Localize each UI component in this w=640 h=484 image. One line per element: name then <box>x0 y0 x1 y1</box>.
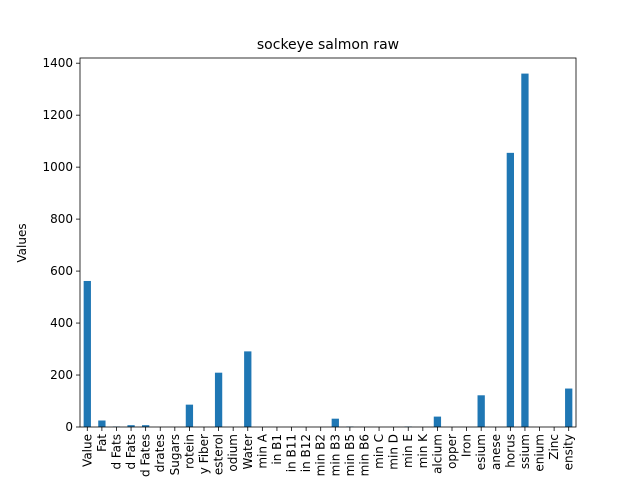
x-tick-label: min B5 <box>343 434 357 476</box>
x-tick-label: min K <box>416 433 430 468</box>
y-tick-label: 1400 <box>42 56 73 70</box>
y-axis: 0 200 400 600 800 1000 1200 1400 <box>42 56 80 434</box>
bar <box>214 372 223 427</box>
bar <box>127 425 135 427</box>
x-tick-label: min B6 <box>357 434 371 476</box>
x-tick-label: y Fiber <box>197 434 211 474</box>
y-tick-label: 800 <box>50 212 73 226</box>
x-tick-label: in B12 <box>299 434 313 472</box>
x-tick-label: in B1 <box>270 434 284 465</box>
x-tick-label: ensity <box>562 434 576 470</box>
x-tick-label: Value <box>80 434 94 467</box>
bar <box>244 351 252 427</box>
bar <box>83 280 91 427</box>
y-tick-label: 1000 <box>42 160 73 174</box>
x-tick-label: Water <box>241 434 255 470</box>
bar <box>98 420 106 427</box>
x-tick-label: Zinc <box>547 434 561 460</box>
bar <box>565 388 573 427</box>
x-tick-label: horus <box>503 434 517 468</box>
x-tick-label: Sugars <box>168 434 182 475</box>
x-tick-label: in B11 <box>285 434 299 472</box>
x-tick-label: min D <box>387 434 401 470</box>
y-tick-label: 400 <box>50 316 73 330</box>
x-tick-label: Fat <box>95 434 109 452</box>
x-tick-label: min A <box>255 433 269 468</box>
x-tick-label: drates <box>153 434 167 472</box>
x-tick-label: d Fates <box>139 434 153 477</box>
x-tick-label: esium <box>474 434 488 470</box>
x-tick-label: odium <box>226 434 240 472</box>
y-tick-label: 200 <box>50 368 73 382</box>
bar <box>521 73 529 427</box>
bar <box>433 416 442 427</box>
bar <box>477 395 485 427</box>
x-tick-label: enium <box>533 434 547 472</box>
x-tick-label: min E <box>401 434 415 468</box>
y-axis-label: Values <box>15 223 29 262</box>
x-tick-label: d Fats <box>124 434 138 470</box>
x-tick-label: opper <box>445 434 459 469</box>
x-tick-label: ssium <box>518 434 532 469</box>
plot-frame <box>79 57 577 428</box>
x-tick-label: esterol <box>212 434 226 475</box>
x-tick-label: anese <box>489 434 503 470</box>
x-tick-label: d Fats <box>109 434 123 470</box>
y-tick-label: 0 <box>65 420 73 434</box>
x-tick-label: min C <box>372 434 386 469</box>
bar <box>331 418 339 427</box>
bar <box>185 404 194 427</box>
bars <box>83 73 573 428</box>
x-tick-label: min B3 <box>328 434 342 476</box>
chart-title: sockeye salmon raw <box>257 37 399 53</box>
x-tick-label: Iron <box>460 434 474 457</box>
bar <box>506 152 514 428</box>
x-tick-label: rotein <box>182 434 196 469</box>
x-tick-label: alcium <box>430 434 444 474</box>
x-axis: Value Fat d Fats d Fats d Fates drates Sugars r… <box>80 427 576 477</box>
y-tick-label: 600 <box>50 264 73 278</box>
bar <box>142 425 150 427</box>
y-tick-label: 1200 <box>42 108 73 122</box>
x-tick-label: min B2 <box>314 434 328 476</box>
